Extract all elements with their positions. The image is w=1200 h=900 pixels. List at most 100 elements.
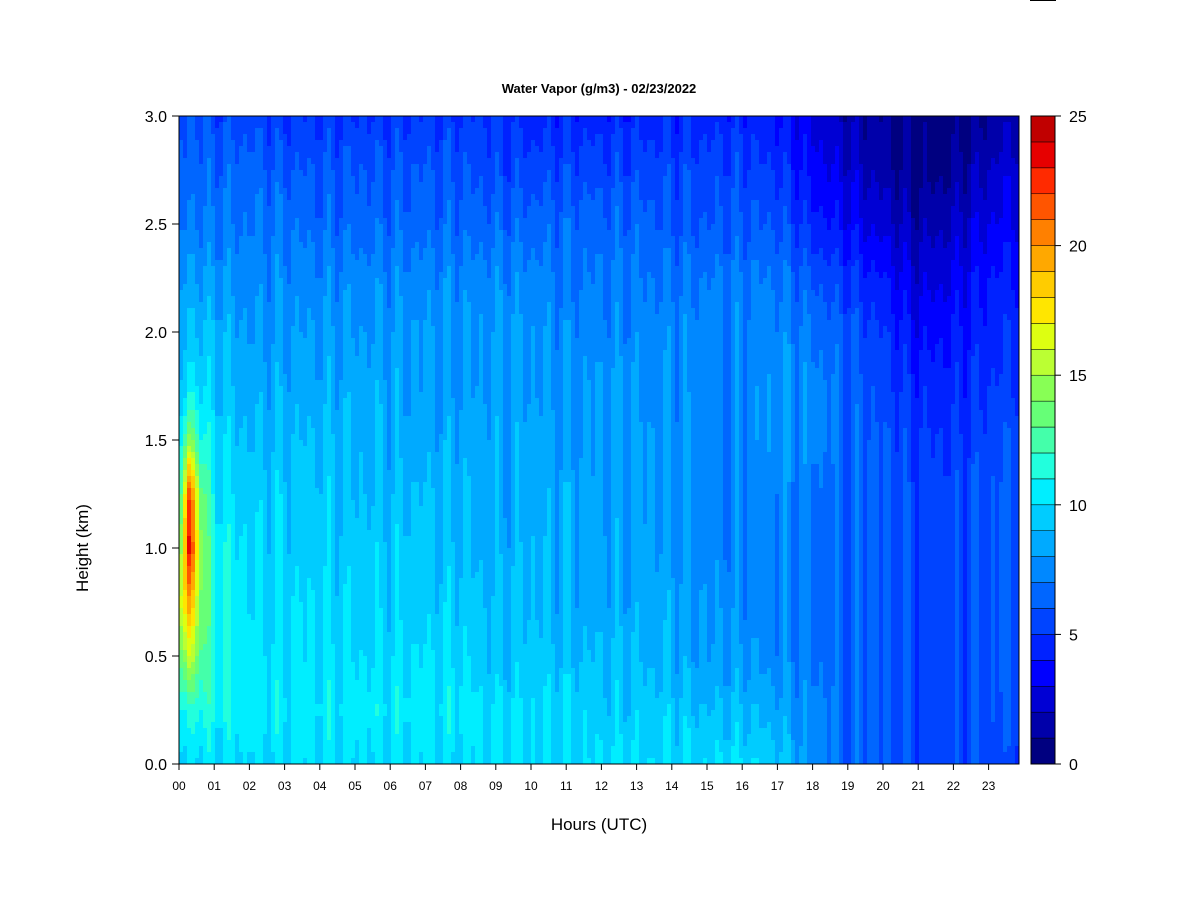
heatmap-cell — [291, 176, 296, 183]
heatmap-cell — [231, 458, 236, 465]
heatmap-cell — [259, 260, 264, 267]
heatmap-cell — [355, 206, 360, 213]
heatmap-cell — [335, 692, 340, 699]
heatmap-cell — [203, 410, 208, 417]
heatmap-cell — [215, 158, 220, 165]
heatmap-cell — [299, 206, 304, 213]
heatmap-cell — [243, 614, 248, 621]
heatmap-cell — [327, 746, 332, 753]
heatmap-cell — [343, 410, 348, 417]
heatmap-cell — [303, 752, 308, 759]
heatmap-cell — [231, 692, 236, 699]
heatmap-cell — [199, 146, 204, 153]
heatmap-cell — [339, 566, 344, 573]
heatmap-cell — [335, 140, 340, 147]
heatmap-cell — [279, 650, 284, 657]
heatmap-cell — [183, 158, 188, 165]
heatmap-cell — [195, 608, 200, 615]
heatmap-cell — [327, 596, 332, 603]
heatmap-cell — [211, 194, 216, 201]
heatmap-cell — [187, 338, 192, 345]
heatmap-cell — [299, 392, 304, 399]
heatmap-cell — [339, 122, 344, 129]
heatmap-cell — [267, 704, 272, 711]
heatmap-cell — [323, 494, 328, 501]
heatmap-cell — [295, 386, 300, 393]
heatmap-cell — [207, 320, 212, 327]
heatmap-cell — [235, 656, 240, 663]
heatmap-cell — [331, 722, 336, 729]
heatmap-cell — [347, 650, 352, 657]
heatmap-cell — [283, 170, 288, 177]
heatmap-cell — [351, 614, 356, 621]
heatmap-cell — [347, 290, 352, 297]
heatmap-cell — [255, 674, 260, 681]
heatmap-cell — [319, 470, 324, 477]
heatmap-cell — [287, 758, 292, 765]
heatmap-cell — [275, 548, 280, 555]
heatmap-cell — [219, 332, 224, 339]
heatmap-cell — [299, 686, 304, 693]
heatmap-cell — [315, 638, 320, 645]
heatmap-cell — [315, 650, 320, 657]
heatmap-cell — [319, 440, 324, 447]
heatmap-cell — [179, 650, 184, 657]
heatmap-cell — [259, 530, 264, 537]
heatmap-cell — [347, 716, 352, 723]
heatmap-cell — [251, 296, 256, 303]
heatmap-cell — [247, 518, 252, 525]
heatmap-cell — [299, 152, 304, 159]
heatmap-cell — [263, 536, 268, 543]
heatmap-cell — [347, 284, 352, 291]
heatmap-cell — [359, 464, 364, 471]
heatmap-cell — [287, 212, 292, 219]
heatmap-cell — [255, 350, 260, 357]
heatmap-cell — [211, 338, 216, 345]
heatmap-cell — [315, 596, 320, 603]
heatmap-cell — [339, 530, 344, 537]
heatmap-cell — [291, 122, 296, 129]
heatmap-cell — [355, 752, 360, 759]
heatmap-cell — [327, 212, 332, 219]
heatmap-cell — [275, 662, 280, 669]
heatmap-cell — [239, 290, 244, 297]
heatmap-cell — [187, 746, 192, 753]
heatmap-cell — [219, 380, 224, 387]
heatmap-cell — [299, 158, 304, 165]
heatmap-cell — [347, 626, 352, 633]
heatmap-cell — [279, 380, 284, 387]
heatmap-cell — [295, 446, 300, 453]
heatmap-cell — [331, 338, 336, 345]
heatmap-cell — [315, 392, 320, 399]
heatmap-cell — [251, 560, 256, 567]
heatmap-cell — [323, 350, 328, 357]
heatmap-cell — [247, 602, 252, 609]
heatmap-cell — [243, 302, 248, 309]
heatmap-cell — [211, 158, 216, 165]
heatmap-cell — [187, 212, 192, 219]
heatmap-cell — [251, 668, 256, 675]
heatmap-cell — [219, 266, 224, 273]
heatmap-cell — [295, 746, 300, 753]
heatmap-cell — [203, 398, 208, 405]
heatmap-cell — [183, 314, 188, 321]
heatmap-cell — [187, 686, 192, 693]
heatmap-cell — [255, 500, 260, 507]
heatmap-cell — [231, 554, 236, 561]
heatmap-cell — [287, 416, 292, 423]
heatmap-cell — [211, 128, 216, 135]
heatmap-cell — [187, 272, 192, 279]
heatmap-cell — [183, 146, 188, 153]
heatmap-cell — [271, 740, 276, 747]
heatmap-cell — [211, 170, 216, 177]
heatmap-cell — [307, 638, 312, 645]
heatmap-cell — [287, 698, 292, 705]
heatmap-cell — [191, 506, 196, 513]
heatmap-cell — [295, 500, 300, 507]
heatmap-cell — [335, 338, 340, 345]
heatmap-cell — [199, 608, 204, 615]
heatmap-cell — [347, 722, 352, 729]
heatmap-cell — [199, 728, 204, 735]
heatmap-cell — [295, 308, 300, 315]
heatmap-cell — [251, 458, 256, 465]
